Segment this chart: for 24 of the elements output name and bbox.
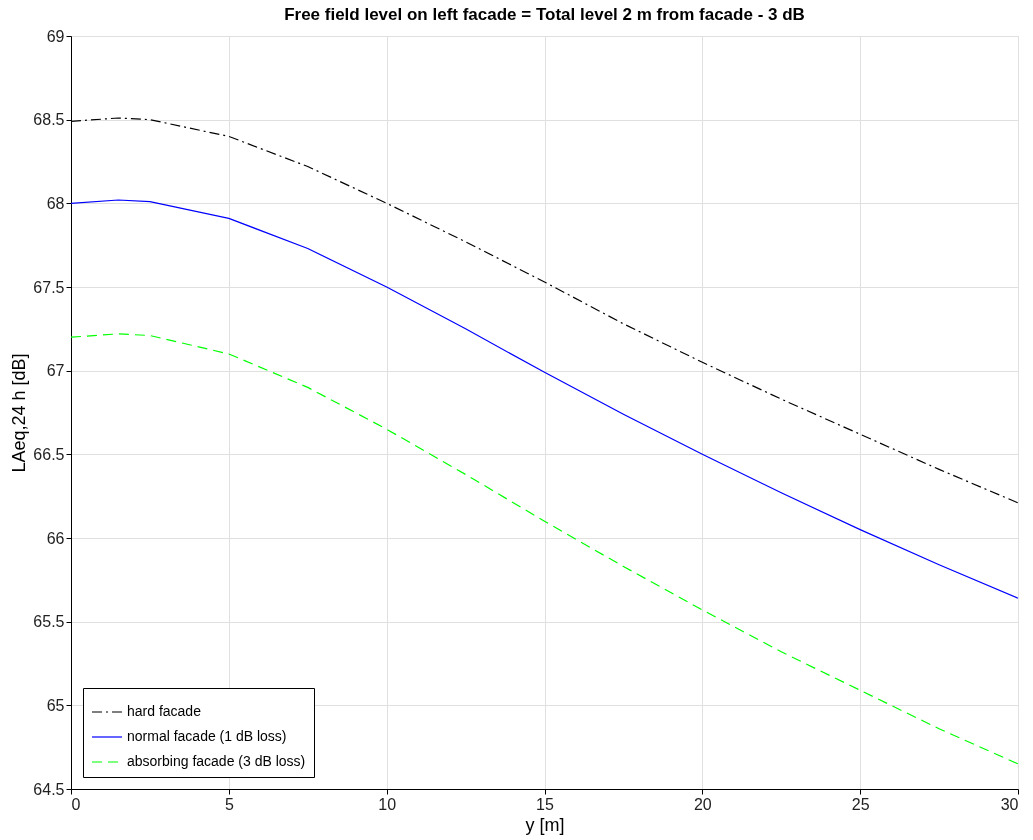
legend-label: normal facade (1 dB loss): [127, 728, 287, 744]
legend-label: absorbing facade (3 dB loss): [127, 753, 306, 769]
x-tick-label: 0: [71, 795, 81, 813]
y-tick-label: 68: [46, 194, 65, 212]
y-tick-label: 66: [46, 529, 65, 547]
x-tick-label: 20: [693, 795, 712, 813]
y-tick-label: 69: [46, 27, 65, 45]
y-tick-label: 64.5: [33, 780, 65, 798]
y-tick-label: 66.5: [33, 445, 65, 463]
y-tick-label: 65: [46, 696, 65, 714]
x-tick-label: 15: [536, 795, 554, 813]
y-tick-label: 68.5: [33, 111, 65, 129]
x-tick-label: 25: [851, 795, 870, 813]
y-axis-title: LAeq,24 h [dB]: [9, 353, 30, 473]
line-series: [70, 199, 1019, 599]
x-axis-title: y [m]: [525, 814, 565, 835]
x-tick-label: 30: [1000, 795, 1019, 813]
y-tick-label: 65.5: [33, 613, 65, 631]
y-tick-label: 67: [46, 362, 65, 380]
y-tick-label: 67.5: [33, 278, 65, 296]
chart-title: Free field level on left facade = Total level 2 m from facade - 3 dB: [284, 5, 805, 24]
x-tick-label: 5: [224, 795, 234, 813]
legend-label: hard facade: [127, 703, 202, 719]
x-tick-label: 10: [378, 795, 397, 813]
